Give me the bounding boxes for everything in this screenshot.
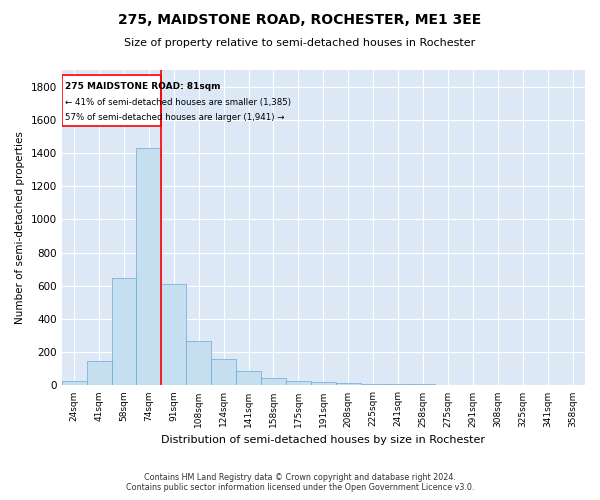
Text: Contains HM Land Registry data © Crown copyright and database right 2024.
Contai: Contains HM Land Registry data © Crown c… <box>126 473 474 492</box>
X-axis label: Distribution of semi-detached houses by size in Rochester: Distribution of semi-detached houses by … <box>161 435 485 445</box>
Bar <box>436 384 460 386</box>
Text: 275, MAIDSTONE ROAD, ROCHESTER, ME1 3EE: 275, MAIDSTONE ROAD, ROCHESTER, ME1 3EE <box>118 12 482 26</box>
Bar <box>112 278 136 386</box>
Bar <box>361 384 386 386</box>
Bar <box>311 382 336 386</box>
Bar <box>410 384 436 386</box>
Text: ← 41% of semi-detached houses are smaller (1,385): ← 41% of semi-detached houses are smalle… <box>65 98 292 107</box>
Bar <box>136 148 161 386</box>
Text: Size of property relative to semi-detached houses in Rochester: Size of property relative to semi-detach… <box>124 38 476 48</box>
Bar <box>161 284 186 386</box>
Text: 57% of semi-detached houses are larger (1,941) →: 57% of semi-detached houses are larger (… <box>65 113 285 122</box>
Y-axis label: Number of semi-detached properties: Number of semi-detached properties <box>15 132 25 324</box>
Bar <box>386 384 410 386</box>
Bar <box>485 385 510 386</box>
Bar <box>286 382 311 386</box>
Bar <box>62 382 86 386</box>
Bar <box>62 75 161 126</box>
Bar <box>86 360 112 386</box>
Bar <box>186 340 211 386</box>
Bar <box>336 383 361 386</box>
Bar <box>211 359 236 386</box>
Bar <box>236 372 261 386</box>
Text: 275 MAIDSTONE ROAD: 81sqm: 275 MAIDSTONE ROAD: 81sqm <box>65 82 221 90</box>
Bar <box>460 385 485 386</box>
Bar <box>261 378 286 386</box>
